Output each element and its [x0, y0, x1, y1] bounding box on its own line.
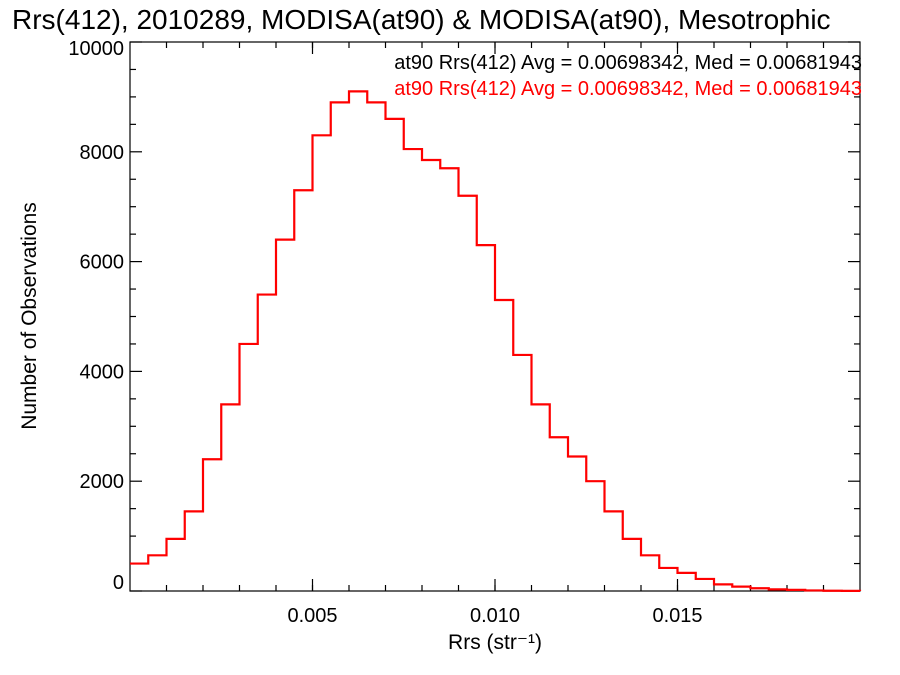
y-tick-label: 4000	[80, 361, 125, 383]
axis-ticks	[130, 41, 860, 592]
x-tick-label: 0.010	[470, 605, 520, 627]
x-tick-label: 0.015	[652, 605, 702, 627]
y-axis-label: Number of Observations	[18, 202, 41, 430]
histogram-series-line	[130, 90, 862, 592]
x-tick-label: 0.005	[287, 605, 337, 627]
y-tick-label: 2000	[80, 471, 125, 493]
y-tick-label: 0	[113, 572, 124, 594]
x-axis-label: Rrs (str⁻¹)	[448, 631, 542, 654]
axis-tick-labels: 0.005 0.010 0.015 0 2000 4000 6000 8000 10000	[68, 38, 702, 627]
stats-annotation-red: at90 Rrs(412) Avg = 0.00698342, Med = 0.…	[394, 78, 862, 100]
plot-frame	[129, 41, 861, 592]
y-tick-label: 8000	[80, 142, 125, 164]
chart-title: Rrs(412), 2010289, MODISA(at90) & MODISA…	[12, 4, 831, 35]
y-tick-label: 10000	[68, 38, 124, 60]
y-tick-label: 6000	[80, 252, 125, 274]
stats-annotation-black: at90 Rrs(412) Avg = 0.00698342, Med = 0.…	[394, 52, 862, 74]
